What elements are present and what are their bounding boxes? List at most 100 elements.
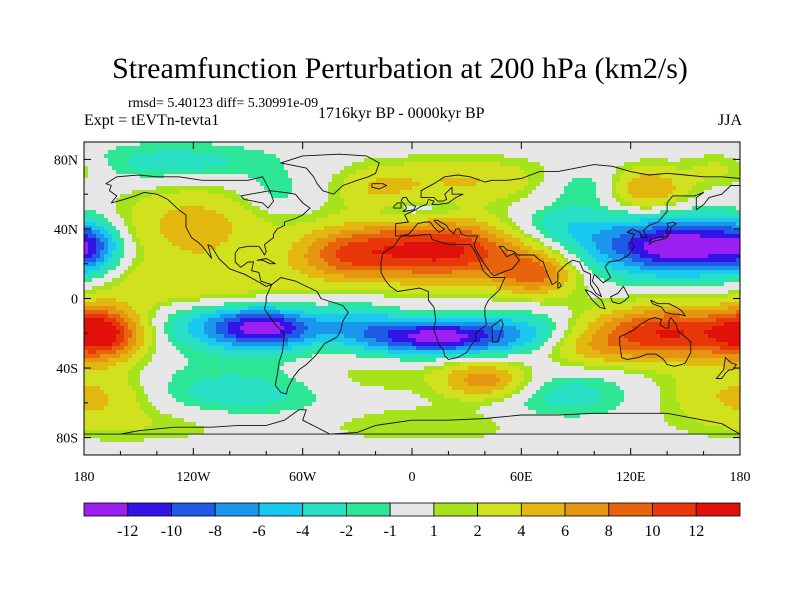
field-cell bbox=[304, 206, 309, 211]
field-cell bbox=[728, 202, 733, 207]
field-cell bbox=[440, 230, 445, 235]
field-cell bbox=[480, 226, 485, 231]
field-cell bbox=[536, 238, 541, 243]
field-cell bbox=[148, 146, 153, 151]
field-cell bbox=[516, 142, 521, 147]
field-cell bbox=[732, 198, 737, 203]
field-cell bbox=[568, 234, 573, 239]
field-cell bbox=[376, 170, 381, 175]
field-cell bbox=[136, 186, 141, 191]
field-cell bbox=[420, 254, 425, 259]
field-cell bbox=[568, 182, 573, 187]
field-cell bbox=[568, 194, 573, 199]
field-cell bbox=[228, 234, 233, 239]
field-cell bbox=[696, 234, 701, 239]
field-cell bbox=[652, 202, 657, 207]
field-cell bbox=[528, 242, 533, 247]
field-cell bbox=[672, 226, 677, 231]
field-cell bbox=[232, 166, 237, 171]
field-cell bbox=[732, 166, 737, 171]
field-cell bbox=[332, 146, 337, 151]
field-cell bbox=[684, 146, 689, 151]
field-cell bbox=[128, 178, 133, 183]
field-cell bbox=[132, 162, 137, 167]
field-cell bbox=[544, 166, 549, 171]
field-cell bbox=[304, 150, 309, 155]
field-cell bbox=[564, 154, 569, 159]
field-cell bbox=[248, 206, 253, 211]
field-cell bbox=[352, 170, 357, 175]
field-cell bbox=[580, 158, 585, 163]
field-cell bbox=[232, 262, 237, 267]
field-cell bbox=[144, 246, 149, 251]
field-cell bbox=[352, 174, 357, 179]
field-cell bbox=[480, 178, 485, 183]
field-cell bbox=[240, 186, 245, 191]
field-cell bbox=[400, 154, 405, 159]
field-cell bbox=[524, 210, 529, 215]
field-cell bbox=[564, 226, 569, 231]
field-cell bbox=[468, 202, 473, 207]
field-cell bbox=[676, 182, 681, 187]
field-cell bbox=[452, 214, 457, 219]
field-cell bbox=[452, 210, 457, 215]
field-cell bbox=[708, 150, 713, 155]
field-cell bbox=[124, 186, 129, 191]
field-cell bbox=[92, 238, 97, 243]
field-cell bbox=[624, 154, 629, 159]
field-cell bbox=[404, 170, 409, 175]
field-cell bbox=[396, 214, 401, 219]
field-cell bbox=[144, 230, 149, 235]
field-cell bbox=[136, 238, 141, 243]
field-cell bbox=[512, 202, 517, 207]
field-cell bbox=[396, 182, 401, 187]
field-cell bbox=[636, 254, 641, 259]
field-cell bbox=[264, 234, 269, 239]
field-cell bbox=[684, 202, 689, 207]
field-cell bbox=[256, 166, 261, 171]
field-cell bbox=[212, 174, 217, 179]
field-cell bbox=[684, 182, 689, 187]
field-cell bbox=[508, 234, 513, 239]
field-cell bbox=[568, 226, 573, 231]
field-cell bbox=[336, 206, 341, 211]
field-cell bbox=[436, 150, 441, 155]
field-cell bbox=[368, 150, 373, 155]
field-cell bbox=[276, 190, 281, 195]
field-cell bbox=[436, 258, 441, 263]
field-cell bbox=[308, 154, 313, 159]
field-cell bbox=[228, 242, 233, 247]
field-cell bbox=[144, 214, 149, 219]
field-cell bbox=[604, 190, 609, 195]
field-cell bbox=[620, 142, 625, 147]
field-cell bbox=[120, 230, 125, 235]
field-cell bbox=[500, 170, 505, 175]
field-cell bbox=[424, 258, 429, 263]
field-cell bbox=[316, 250, 321, 255]
field-cell bbox=[456, 154, 461, 159]
field-cell bbox=[584, 218, 589, 223]
field-cell bbox=[592, 246, 597, 251]
field-cell bbox=[652, 198, 657, 203]
field-cell bbox=[304, 174, 309, 179]
field-cell bbox=[364, 250, 369, 255]
field-cell bbox=[168, 246, 173, 251]
field-cell bbox=[248, 246, 253, 251]
field-cell bbox=[648, 250, 653, 255]
field-cell bbox=[568, 218, 573, 223]
field-cell bbox=[336, 238, 341, 243]
field-cell bbox=[320, 258, 325, 263]
field-cell bbox=[628, 170, 633, 175]
field-cell bbox=[272, 166, 277, 171]
field-cell bbox=[588, 218, 593, 223]
field-cell bbox=[492, 186, 497, 191]
field-cell bbox=[496, 214, 501, 219]
field-cell bbox=[284, 198, 289, 203]
field-cell bbox=[116, 186, 121, 191]
field-cell bbox=[520, 234, 525, 239]
field-cell bbox=[104, 214, 109, 219]
field-cell bbox=[676, 186, 681, 191]
field-cell bbox=[592, 178, 597, 183]
field-cell bbox=[348, 246, 353, 251]
field-cell bbox=[560, 166, 565, 171]
